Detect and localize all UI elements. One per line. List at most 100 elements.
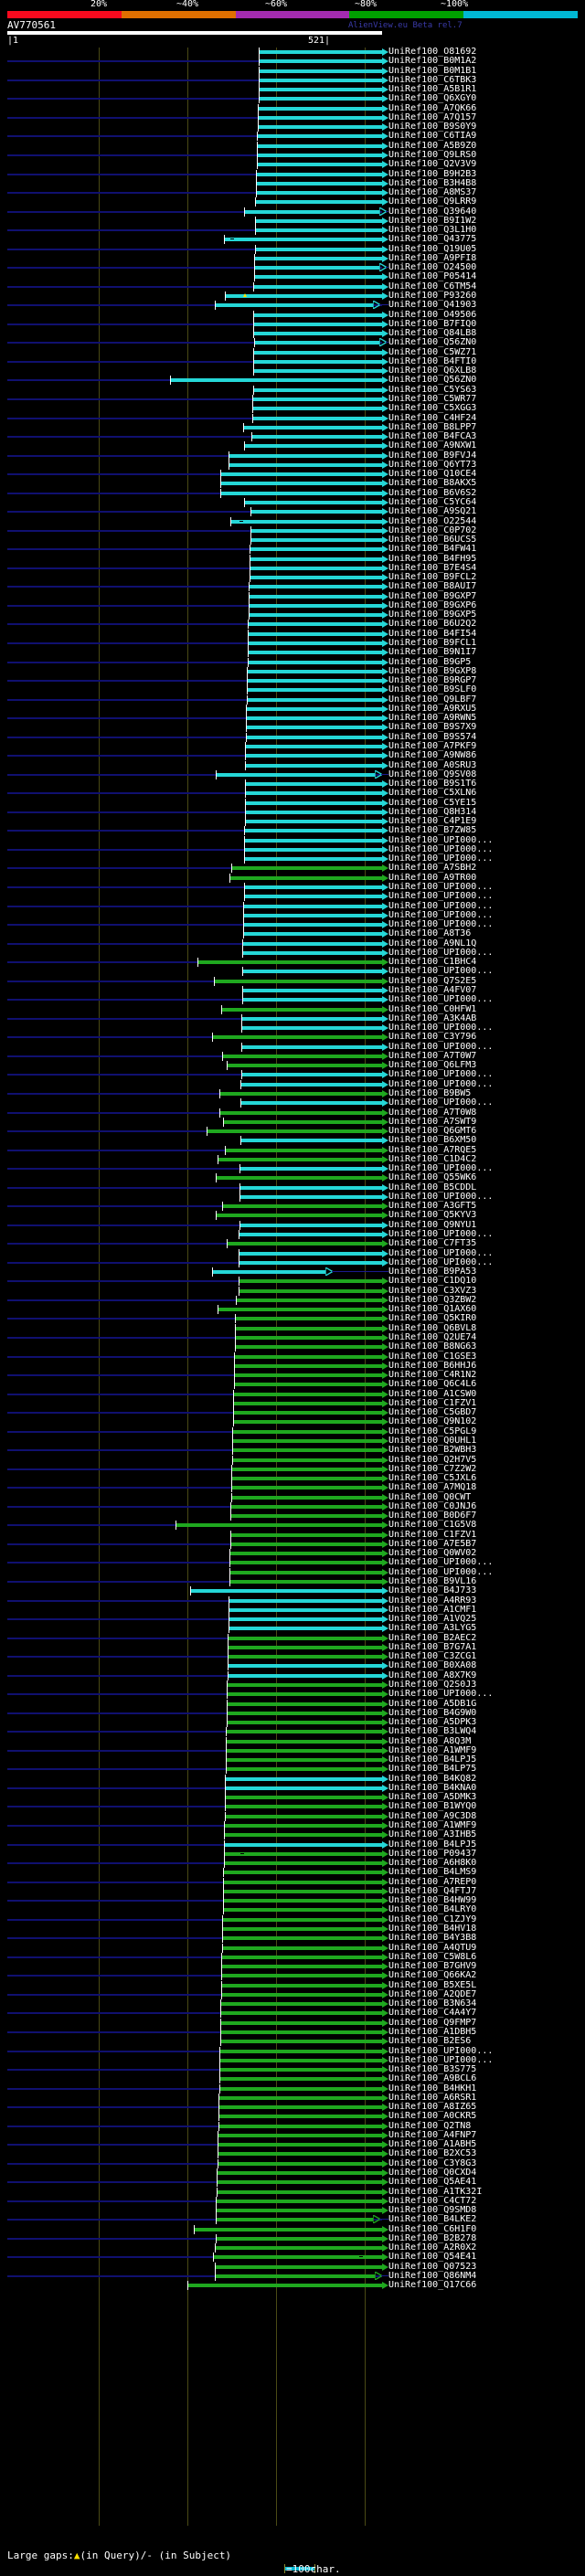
hit-label[interactable]: UniRef100_B4HV18 (388, 1924, 477, 1934)
hit-row[interactable]: UniRef100_B4FH95 (0, 554, 585, 564)
alignment-bar[interactable] (235, 1373, 382, 1378)
hit-row[interactable]: UniRef100_A0CKR5 (0, 2111, 585, 2122)
hit-label[interactable]: UniRef100_B7GHV9 (388, 1961, 477, 1972)
alignment-bar[interactable] (229, 1617, 382, 1622)
hit-row[interactable]: UniRef100_C1G5V8 (0, 1520, 585, 1531)
hit-row[interactable]: UniRef100_Q56ZN0 (0, 375, 585, 386)
hit-row[interactable]: UniRef100_Q9NYU1 (0, 1220, 585, 1230)
alignment-bar[interactable] (232, 1486, 382, 1490)
alignment-bar[interactable] (251, 538, 382, 543)
alignment-bar[interactable] (224, 1889, 382, 1893)
alignment-bar[interactable] (245, 857, 382, 862)
hit-row[interactable]: UniRef100_Q55WK6 (0, 1172, 585, 1183)
hit-row[interactable]: UniRef100_C1BHC4 (0, 957, 585, 968)
hit-row[interactable]: UniRef100_Q54E41 (0, 2252, 585, 2263)
hit-label[interactable]: UniRef100_B6U2Q2 (388, 619, 477, 630)
hit-row[interactable]: UniRef100_UPI000... (0, 909, 585, 920)
hit-row[interactable]: UniRef100_A8MS37 (0, 187, 585, 198)
hit-row[interactable]: UniRef100_A2QDE7 (0, 1989, 585, 1999)
alignment-bar[interactable] (253, 407, 382, 411)
hit-label[interactable]: UniRef100_A1WMF9 (388, 1820, 477, 1831)
alignment-bar[interactable] (219, 2095, 382, 2100)
hit-row[interactable]: UniRef100_UPI000... (0, 1557, 585, 1568)
alignment-bar[interactable] (256, 247, 382, 251)
hit-row[interactable]: UniRef100_Q0CXD4 (0, 2168, 585, 2178)
hit-label[interactable]: UniRef100_A7T0W7 (388, 1050, 477, 1061)
hit-label[interactable]: UniRef100_B4G9W0 (388, 1707, 477, 1718)
hit-label[interactable]: UniRef100_B8AUI7 (388, 581, 477, 592)
hit-label[interactable]: UniRef100_B9PA53 (388, 1267, 477, 1277)
hit-row[interactable]: UniRef100_C4P1E9 (0, 816, 585, 827)
hit-label[interactable]: UniRef100_Q10CE4 (388, 469, 477, 480)
hit-row[interactable]: UniRef100_A7SWT9 (0, 1117, 585, 1127)
alignment-bar[interactable] (248, 679, 382, 684)
alignment-bar[interactable] (213, 1270, 325, 1275)
hit-row[interactable]: UniRef100_B4LMS9 (0, 1867, 585, 1878)
hit-row[interactable]: UniRef100_B9FVJ4 (0, 451, 585, 461)
hit-label[interactable]: UniRef100_Q9LRS0 (388, 149, 477, 160)
hit-row[interactable]: UniRef100_Q0UHL1 (0, 1436, 585, 1446)
hit-label[interactable]: UniRef100_B6HHJ6 (388, 1360, 477, 1371)
hit-label[interactable]: UniRef100_A0SRU3 (388, 759, 477, 770)
hit-row[interactable]: UniRef100_P05414 (0, 271, 585, 282)
hit-label[interactable]: UniRef100_Q0WV02 (388, 1548, 477, 1559)
alignment-bar[interactable] (228, 1711, 382, 1715)
hit-label[interactable]: UniRef100_A9C3D8 (388, 1810, 477, 1821)
alignment-bar[interactable] (224, 1871, 382, 1875)
hit-row[interactable]: UniRef100_A4RR93 (0, 1595, 585, 1606)
hit-row[interactable]: UniRef100_B7E4S4 (0, 563, 585, 573)
alignment-bar[interactable] (246, 754, 382, 758)
hit-label[interactable]: UniRef100_B9FCL2 (388, 572, 477, 583)
hit-row[interactable]: UniRef100_C4HF24 (0, 413, 585, 423)
hit-label[interactable]: UniRef100_A5B9Z0 (388, 140, 477, 151)
alignment-bar[interactable] (232, 1467, 382, 1471)
hit-label[interactable]: UniRef100_A7PKF9 (388, 740, 477, 751)
hit-label[interactable]: UniRef100_UPI000... (388, 994, 494, 1005)
alignment-bar[interactable] (221, 2040, 382, 2044)
alignment-bar[interactable] (260, 78, 382, 82)
hit-row[interactable]: UniRef100_C5XGG3 (0, 403, 585, 414)
hit-row[interactable]: UniRef100_C1D4C2 (0, 1154, 585, 1164)
hit-row[interactable]: UniRef100_B2AEC2 (0, 1633, 585, 1643)
hit-label[interactable]: UniRef100_A5DMK3 (388, 1792, 477, 1803)
hit-row[interactable]: UniRef100_C1FZV1 (0, 1397, 585, 1408)
alignment-bar[interactable] (231, 1542, 382, 1546)
alignment-bar[interactable] (229, 1607, 382, 1612)
hit-label[interactable]: UniRef100_B9S7X9 (388, 722, 477, 733)
hit-row[interactable]: UniRef100_C6H1F0 (0, 2224, 585, 2234)
alignment-bar[interactable] (234, 1420, 382, 1425)
hit-row[interactable]: UniRef100_C5JXL6 (0, 1473, 585, 1484)
hit-label[interactable]: UniRef100_UPI000... (388, 2045, 494, 2056)
hit-row[interactable]: UniRef100_A7REP0 (0, 1877, 585, 1887)
alignment-bar[interactable] (223, 1945, 382, 1950)
alignment-bar[interactable] (254, 350, 382, 355)
hit-label[interactable]: UniRef100_UPI000... (388, 909, 494, 920)
alignment-bar[interactable] (248, 697, 382, 702)
alignment-bar[interactable] (257, 181, 382, 186)
alignment-bar[interactable] (256, 218, 382, 223)
alignment-bar[interactable] (176, 1523, 382, 1528)
hit-row[interactable]: UniRef100_A3K4AB (0, 1013, 585, 1023)
hit-row[interactable]: UniRef100_C5GBD7 (0, 1407, 585, 1418)
hit-label[interactable]: UniRef100_B4HKH1 (388, 2083, 477, 2094)
hit-label[interactable]: UniRef100_Q56ZN0 (388, 337, 477, 348)
hit-label[interactable]: UniRef100_C1FZV1 (388, 1397, 477, 1408)
hit-row[interactable]: UniRef100_Q6XLB8 (0, 366, 585, 376)
hit-row[interactable]: UniRef100_A7E5B7 (0, 1539, 585, 1549)
hit-row[interactable]: UniRef100_O22544 (0, 516, 585, 526)
hit-label[interactable]: UniRef100_A8X7K9 (388, 1670, 477, 1680)
hit-row[interactable]: UniRef100_UPI000... (0, 1163, 585, 1174)
hit-label[interactable]: UniRef100_B2XC53 (388, 2148, 477, 2159)
hit-label[interactable]: UniRef100_Q2TN8 (388, 2120, 472, 2131)
alignment-bar[interactable] (247, 706, 382, 711)
hit-row[interactable]: UniRef100_Q9LRS0 (0, 149, 585, 160)
hit-label[interactable]: UniRef100_C5W8L6 (388, 1951, 477, 1962)
alignment-bar[interactable] (221, 482, 382, 486)
hit-label[interactable]: UniRef100_Q8H314 (388, 806, 477, 817)
hit-row[interactable]: UniRef100_Q0WV02 (0, 1548, 585, 1559)
hit-row[interactable]: UniRef100_C1GSE3 (0, 1352, 585, 1362)
hit-row[interactable]: UniRef100_B4FTI0 (0, 356, 585, 366)
hit-row[interactable]: UniRef100_P09437 (0, 1849, 585, 1859)
alignment-bar[interactable] (235, 1383, 382, 1387)
hit-label[interactable]: UniRef100_B6V6S2 (388, 487, 477, 498)
